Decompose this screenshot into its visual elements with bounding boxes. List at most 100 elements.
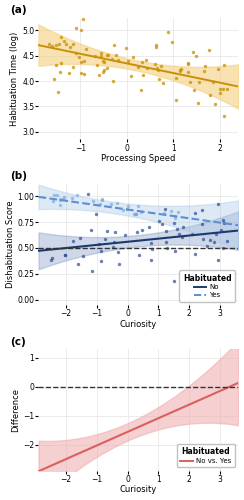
Point (201, 234, 204, 242)
Point (219, 226, 223, 234)
Point (221, 244, 224, 252)
Point (212, 238, 216, 246)
Point (97, 71, 101, 79)
Point (101, 57, 105, 65)
Point (58, 68, 61, 76)
Point (141, 71, 145, 79)
X-axis label: Processing Speed: Processing Speed (101, 154, 176, 163)
Point (225, 86, 229, 94)
Point (133, 210, 137, 218)
Point (163, 205, 167, 213)
Point (126, 56, 130, 64)
Point (132, 210, 135, 218)
Point (155, 64, 159, 72)
Point (129, 72, 132, 80)
Point (208, 92, 212, 100)
Point (207, 46, 211, 54)
Point (225, 237, 229, 245)
Point (188, 78, 192, 86)
Point (203, 62, 207, 70)
Point (62, 192, 66, 200)
Point (63, 250, 67, 258)
Point (103, 234, 107, 242)
Point (74, 24, 78, 32)
Point (193, 86, 196, 94)
Point (58, 200, 62, 208)
Point (174, 96, 178, 104)
Y-axis label: Habituation Time (log): Habituation Time (log) (10, 32, 20, 126)
Point (117, 260, 121, 268)
Point (186, 59, 190, 67)
Point (181, 224, 185, 232)
Point (59, 33, 63, 41)
Point (121, 206, 125, 214)
Point (218, 86, 222, 94)
Point (172, 277, 176, 285)
Point (81, 15, 85, 23)
Point (169, 207, 173, 215)
Point (170, 38, 174, 46)
Point (156, 66, 160, 74)
Point (151, 245, 154, 253)
Point (55, 190, 59, 198)
Point (100, 196, 104, 203)
Point (222, 218, 226, 226)
Point (95, 62, 99, 70)
Point (135, 228, 139, 235)
Point (52, 76, 56, 84)
Point (112, 41, 116, 49)
Point (216, 66, 220, 74)
Legend: No, Yes: No, Yes (179, 270, 235, 302)
Point (202, 67, 206, 75)
Point (179, 64, 183, 72)
Point (98, 200, 102, 207)
Point (52, 191, 56, 199)
Point (71, 194, 74, 202)
Point (173, 247, 177, 255)
Point (111, 242, 115, 250)
Point (54, 40, 58, 48)
Point (124, 44, 128, 52)
Point (154, 40, 158, 48)
Point (193, 209, 197, 217)
Point (56, 88, 60, 96)
Point (214, 230, 218, 238)
Point (115, 199, 119, 207)
Point (139, 208, 143, 216)
Point (134, 210, 138, 218)
Point (113, 228, 117, 235)
Point (166, 28, 170, 36)
Point (164, 238, 168, 246)
Point (59, 58, 63, 66)
Point (90, 266, 94, 274)
Point (71, 63, 75, 71)
Point (160, 220, 164, 228)
Point (97, 240, 101, 248)
Text: (c): (c) (10, 337, 26, 347)
Point (102, 66, 106, 74)
Point (49, 256, 52, 264)
Point (149, 256, 153, 264)
Point (176, 208, 180, 216)
Point (82, 57, 86, 65)
Legend: No vs. Yes: No vs. Yes (177, 444, 235, 468)
Point (94, 210, 98, 218)
Point (102, 58, 106, 66)
Point (74, 50, 78, 58)
Point (147, 223, 151, 231)
Point (149, 238, 153, 246)
Y-axis label: Dishabituation Score: Dishabituation Score (6, 200, 15, 288)
Point (221, 85, 225, 93)
Point (174, 74, 178, 82)
Point (63, 40, 67, 48)
Point (132, 53, 135, 61)
Point (58, 196, 62, 203)
Point (178, 66, 182, 74)
Point (86, 190, 90, 198)
Point (165, 244, 169, 252)
Point (61, 194, 65, 202)
Point (99, 52, 103, 60)
Point (84, 45, 88, 53)
Point (93, 52, 97, 60)
Point (221, 216, 225, 224)
